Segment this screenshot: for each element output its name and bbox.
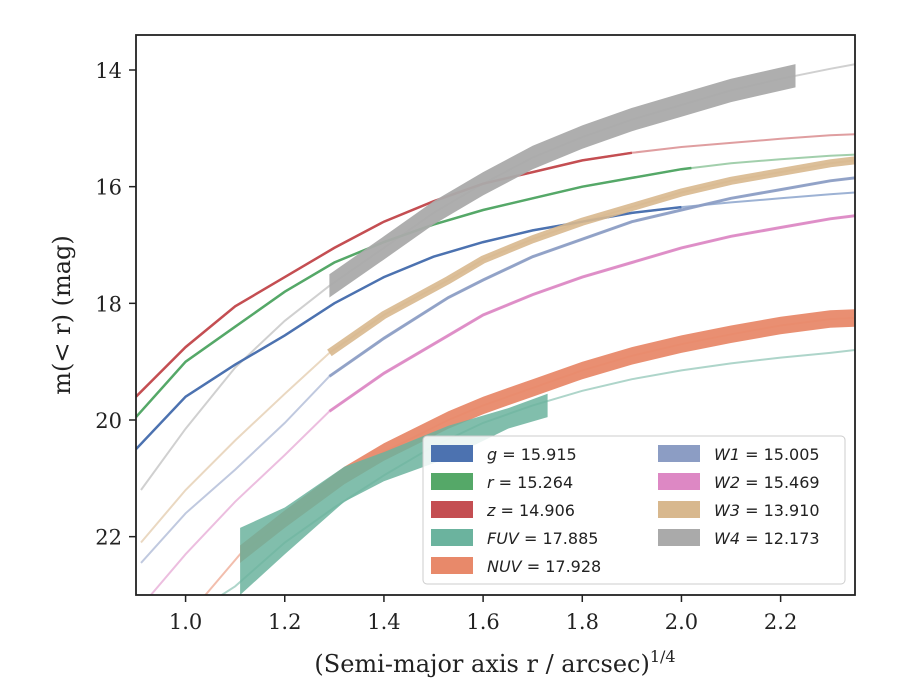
legend-swatch-z	[431, 501, 473, 518]
y-tick-label: 20	[95, 409, 122, 433]
y-axis-title: m(< r) (mag)	[48, 235, 76, 394]
legend-label-w1: W1 = 15.005	[714, 445, 820, 464]
x-axis-title-exponent: 1/4	[650, 647, 676, 666]
x-tick-label: 1.6	[466, 610, 499, 634]
x-axis-title: (Semi-major axis r / arcsec)1/4	[314, 647, 675, 678]
series-w2-measured	[328, 214, 855, 413]
x-tick-label: 2.0	[665, 610, 698, 634]
legend-label-w3: W3 = 13.910	[714, 501, 820, 520]
legend-swatch-w3	[658, 501, 700, 518]
x-tick-label: 2.2	[764, 610, 797, 634]
y-tick-label: 18	[95, 292, 122, 316]
legend-swatch-fuv	[431, 529, 473, 546]
series-g-line	[136, 205, 682, 451]
y-tick-label: 16	[95, 176, 122, 200]
x-tick-label: 1.4	[367, 610, 400, 634]
y-tick-label: 14	[95, 59, 122, 83]
series-w4-band	[329, 64, 796, 298]
legend-label-g: g = 15.915	[487, 445, 577, 464]
legend: g = 15.915 r = 15.264 z = 14.906 FUV = 17.8…	[422, 435, 846, 585]
y-tick-label: 22	[95, 526, 122, 550]
plot-frame	[135, 34, 856, 596]
legend-label-w4: W4 = 12.173	[714, 529, 820, 548]
x-tick-label: 1.0	[169, 610, 202, 634]
legend-swatch-r	[431, 473, 473, 490]
x-tick-label: 1.2	[268, 610, 301, 634]
series-w1-measured	[328, 176, 855, 378]
legend-swatch-w4	[658, 529, 700, 546]
legend-label-nuv: NUV = 17.928	[487, 557, 601, 576]
series-w3-measured	[327, 156, 855, 357]
legend-swatch-nuv	[431, 557, 473, 574]
legend-swatch-w1	[658, 445, 700, 462]
legend-label-fuv: FUV = 17.885	[487, 529, 598, 548]
y-axis: 14 16 18 20 22	[95, 59, 136, 550]
legend-swatch-w2	[658, 473, 700, 490]
series-z-line	[136, 151, 633, 398]
x-tick-label: 1.8	[566, 610, 599, 634]
legend-swatch-g	[431, 445, 473, 462]
legend-label-w2: W2 = 15.469	[714, 473, 820, 492]
x-axis: 1.0 1.2 1.4 1.6 1.8 2.0 2.2	[169, 595, 797, 634]
series-r-line	[136, 166, 692, 418]
legend-frame	[422, 435, 846, 585]
x-axis-title-text: (Semi-major axis r / arcsec)	[314, 650, 649, 678]
legend-label-z: z = 14.906	[486, 501, 575, 520]
legend-label-r: r = 15.264	[487, 473, 573, 492]
